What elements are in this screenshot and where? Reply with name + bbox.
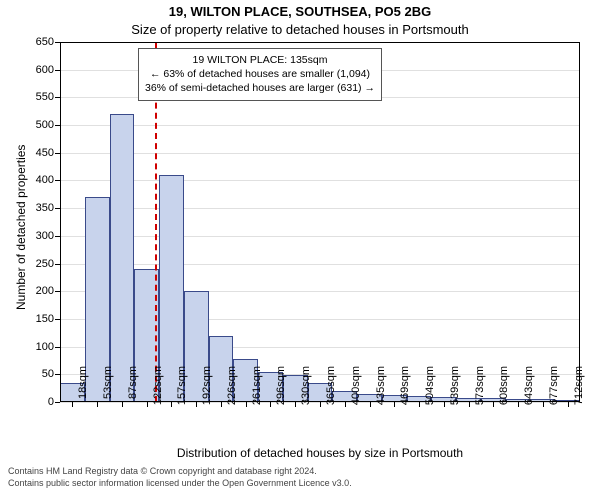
y-tick-label: 500: [14, 119, 54, 131]
callout-line: 36% of semi-detached houses are larger (…: [145, 81, 375, 95]
x-tick-label: 122sqm: [152, 366, 164, 410]
x-tick-label: 435sqm: [375, 366, 387, 410]
y-tick-label: 650: [14, 36, 54, 48]
x-tick-label: 677sqm: [548, 366, 560, 410]
x-tick-label: 469sqm: [399, 366, 411, 410]
x-tick-label: 261sqm: [251, 366, 263, 410]
x-tick-label: 18sqm: [77, 366, 89, 410]
x-tick-label: 330sqm: [300, 366, 312, 410]
y-tick-label: 400: [14, 174, 54, 186]
x-tick-label: 643sqm: [523, 366, 535, 410]
y-tick-label: 450: [14, 147, 54, 159]
y-tick-label: 300: [14, 230, 54, 242]
y-tick-label: 350: [14, 202, 54, 214]
x-tick-label: 573sqm: [474, 366, 486, 410]
callout-line: 19 WILTON PLACE: 135sqm: [145, 53, 375, 67]
x-tick-label: 504sqm: [424, 366, 436, 410]
bar: [110, 114, 135, 402]
y-tick-label: 100: [14, 341, 54, 353]
x-tick-label: 539sqm: [449, 366, 461, 410]
x-tick-label: 400sqm: [350, 366, 362, 410]
callout-box: 19 WILTON PLACE: 135sqm ← 63% of detache…: [138, 48, 382, 101]
title-subtitle: Size of property relative to detached ho…: [0, 22, 600, 37]
x-axis-label: Distribution of detached houses by size …: [60, 446, 580, 460]
y-tick-label: 250: [14, 258, 54, 270]
x-tick-label: 226sqm: [226, 366, 238, 410]
x-tick-label: 157sqm: [176, 366, 188, 410]
x-tick-label: 712sqm: [573, 366, 585, 410]
callout-line: ← 63% of detached houses are smaller (1,…: [145, 67, 375, 81]
footer-line-1: Contains HM Land Registry data © Crown c…: [8, 466, 317, 476]
y-tick-label: 550: [14, 91, 54, 103]
x-tick-label: 192sqm: [201, 366, 213, 410]
y-tick-label: 150: [14, 313, 54, 325]
y-tick-label: 50: [14, 368, 54, 380]
footer-line-2: Contains public sector information licen…: [8, 478, 352, 488]
x-tick-label: 53sqm: [102, 366, 114, 410]
x-tick-label: 296sqm: [275, 366, 287, 410]
y-tick-label: 0: [14, 396, 54, 408]
title-address: 19, WILTON PLACE, SOUTHSEA, PO5 2BG: [0, 4, 600, 19]
plot-area: 19 WILTON PLACE: 135sqm ← 63% of detache…: [60, 42, 580, 402]
x-tick-label: 365sqm: [325, 366, 337, 410]
y-tick-label: 200: [14, 285, 54, 297]
x-tick-label: 87sqm: [127, 366, 139, 410]
figure-root: 19, WILTON PLACE, SOUTHSEA, PO5 2BG Size…: [0, 0, 600, 500]
y-tick-label: 600: [14, 64, 54, 76]
x-tick-label: 608sqm: [498, 366, 510, 410]
